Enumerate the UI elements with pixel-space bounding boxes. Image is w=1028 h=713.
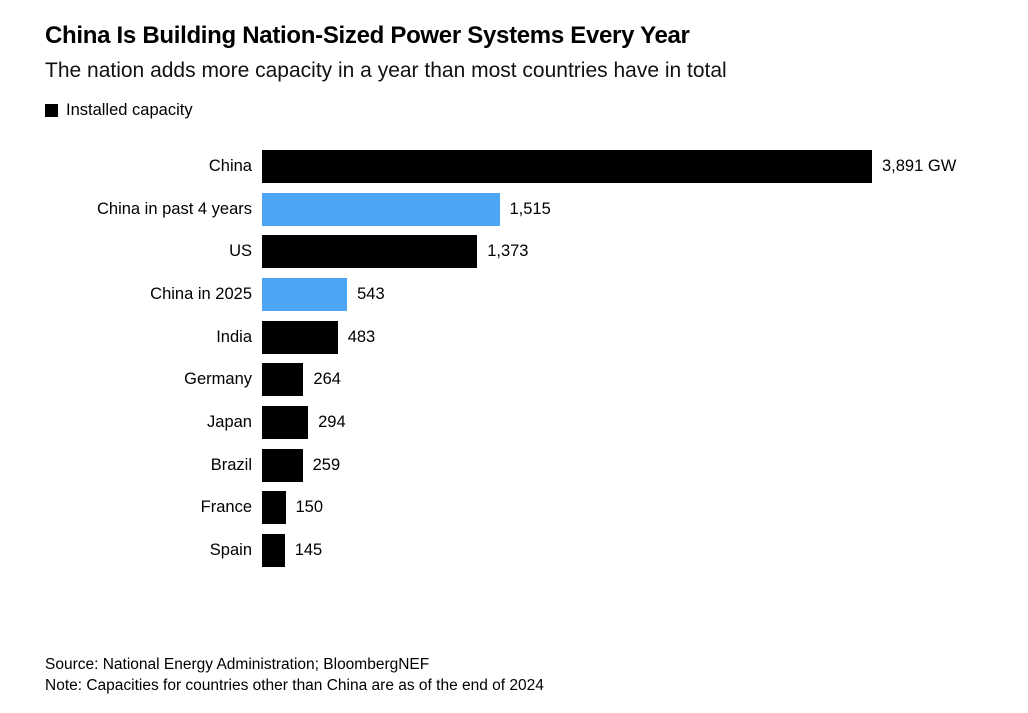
bar — [262, 320, 338, 354]
chart-row: Spain 145 — [45, 529, 983, 572]
chart-row: Japan 294 — [45, 401, 983, 444]
legend-swatch-icon — [45, 104, 58, 118]
bar — [262, 363, 304, 397]
bar — [262, 277, 348, 311]
category-label: Germany — [184, 370, 252, 389]
chart-row: France 150 — [45, 487, 983, 530]
bar — [262, 192, 500, 226]
bar — [262, 149, 872, 183]
bar — [262, 235, 478, 269]
value-label: 145 — [294, 541, 323, 560]
category-label: Japan — [207, 413, 252, 432]
chart-row: China 3,891 GW — [45, 145, 983, 188]
value-label: 483 — [347, 327, 376, 346]
note-line: Note: Capacities for countries other tha… — [45, 677, 544, 695]
chart-row: Germany 264 — [45, 358, 983, 401]
chart-row: China in past 4 years 1,515 — [45, 188, 983, 231]
value-label: 3,891 GW — [882, 156, 957, 175]
value-label: 1,373 — [487, 242, 529, 261]
category-label: China in past 4 years — [96, 199, 252, 218]
bar — [262, 534, 285, 568]
value-label: 264 — [313, 370, 341, 389]
legend: Installed capacity — [45, 101, 983, 120]
page-subtitle: The nation adds more capacity in a year … — [45, 58, 727, 82]
legend-label: Installed capacity — [66, 101, 193, 120]
value-label: 150 — [295, 498, 324, 517]
bar — [262, 448, 303, 482]
value-label: 543 — [357, 284, 385, 303]
source-line: Source: National Energy Administration; … — [45, 655, 430, 673]
category-label: Brazil — [210, 455, 252, 474]
bar — [262, 406, 309, 440]
chart-row: US 1,373 — [45, 230, 983, 273]
chart-row: Brazil 259 — [45, 444, 983, 487]
category-label: India — [216, 327, 252, 346]
value-label: 259 — [312, 455, 341, 474]
page-title: China Is Building Nation-Sized Power Sys… — [45, 22, 690, 49]
category-label: China in 2025 — [150, 284, 252, 303]
value-label: 294 — [318, 413, 346, 432]
category-label: US — [229, 242, 252, 261]
chart-page: China Is Building Nation-Sized Power Sys… — [45, 22, 983, 697]
category-label: China — [208, 156, 252, 175]
bar-chart: China 3,891 GW China in past 4 years 1,515 U… — [45, 145, 983, 572]
value-label: 1,515 — [509, 199, 551, 218]
bar — [262, 491, 286, 525]
category-label: Spain — [209, 541, 252, 560]
chart-footer: Source: National Energy Administration; … — [45, 654, 983, 697]
category-label: France — [200, 498, 252, 517]
chart-row: India 483 — [45, 316, 983, 359]
chart-row: China in 2025 543 — [45, 273, 983, 316]
